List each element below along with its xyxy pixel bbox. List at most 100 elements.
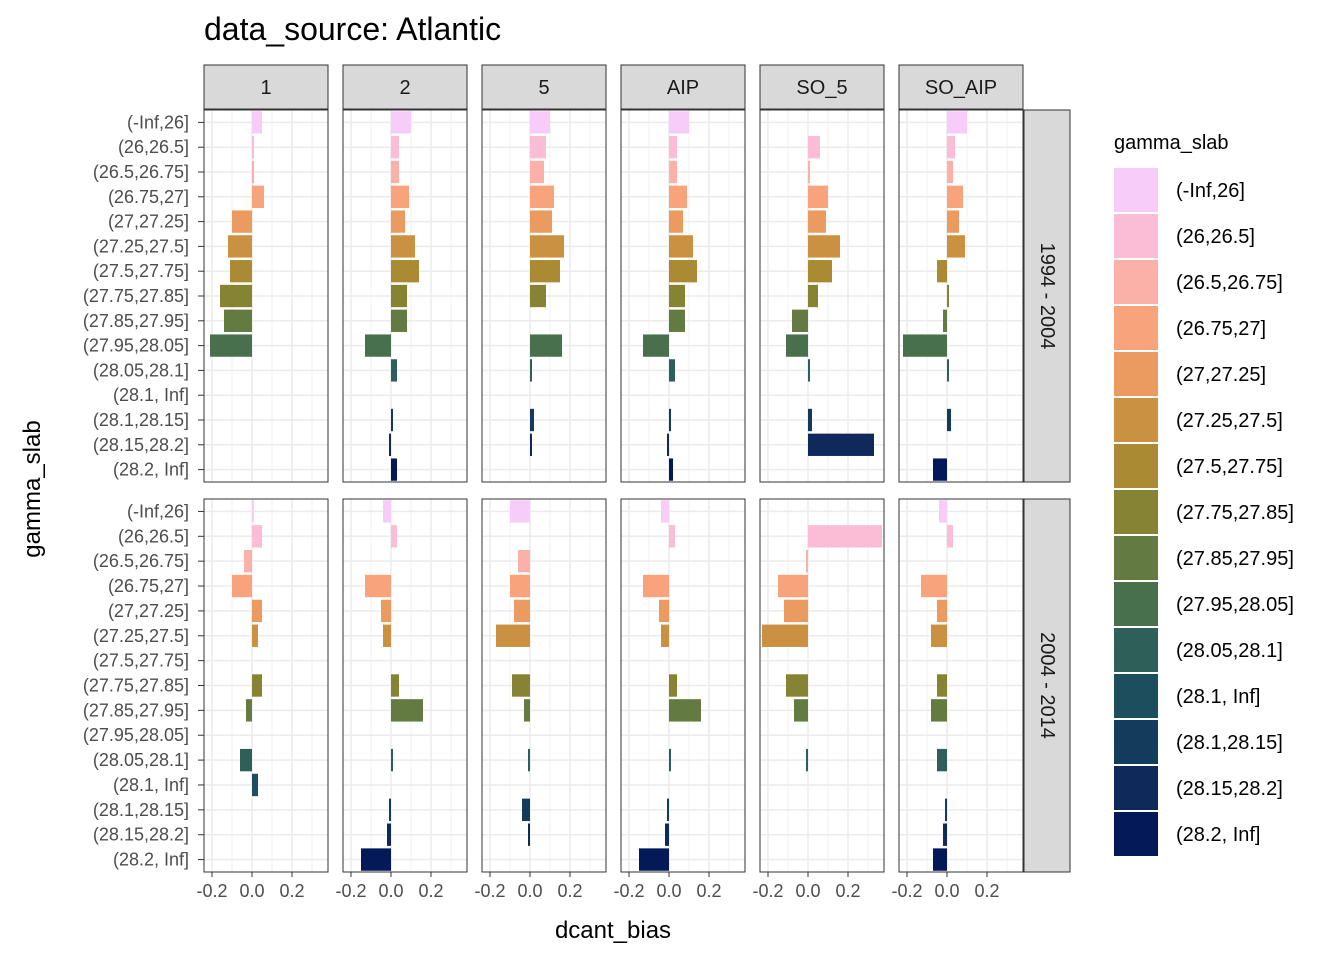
bar: [252, 773, 258, 797]
bar: [522, 798, 530, 822]
legend-key: [1114, 812, 1158, 856]
bar: [512, 674, 530, 697]
row-strip-label: 2004 - 2014: [1036, 632, 1058, 739]
bar: [244, 549, 252, 573]
bar: [947, 235, 965, 258]
bar: [252, 111, 262, 134]
bar: [806, 549, 808, 573]
bar: [669, 674, 677, 697]
legend-key: [1114, 260, 1158, 304]
legend-label: (26,26.5]: [1176, 226, 1255, 248]
bar: [252, 160, 254, 184]
bar: [937, 674, 947, 697]
bar: [232, 574, 252, 598]
bar: [530, 284, 546, 308]
bar: [391, 748, 393, 772]
x-tick-label: 0.2: [974, 881, 999, 901]
bar: [669, 748, 671, 772]
bar: [391, 458, 397, 481]
y-tick-label: (26.75,27]: [108, 576, 189, 596]
y-tick-label: (-Inf,26]: [127, 501, 189, 521]
x-tick-label: 0.2: [557, 881, 582, 901]
bar: [947, 284, 949, 308]
bar: [786, 334, 808, 357]
col-strip: [342, 64, 468, 110]
bar: [943, 309, 947, 332]
bar: [669, 284, 685, 308]
bar: [669, 408, 671, 432]
col-strip: [481, 64, 607, 110]
y-tick-label: (27.95,28.05]: [83, 725, 189, 745]
bar: [530, 235, 564, 258]
panel: -0.2 0.0 0.2: [474, 498, 607, 901]
x-tick-label: -0.2: [752, 881, 783, 901]
panel-border: [898, 109, 1024, 483]
bar: [669, 359, 675, 382]
col-strip-label: 1: [260, 77, 271, 99]
bar: [808, 525, 882, 548]
legend-label: (28.1, Inf]: [1176, 686, 1261, 708]
y-tick-label: (27.95,28.05]: [83, 336, 189, 356]
bar: [665, 823, 669, 846]
legend-key: [1114, 582, 1158, 626]
col-strip: [620, 64, 746, 110]
bar: [786, 674, 808, 697]
bar: [383, 624, 391, 647]
bar: [903, 334, 947, 357]
y-tick-label: (28.1, Inf]: [113, 385, 189, 405]
bar: [230, 260, 252, 283]
panel: -0.2 0.0 0.2: [196, 498, 329, 901]
legend-key: [1114, 628, 1158, 672]
bar: [220, 284, 252, 308]
y-tick-label: (26.5,26.75]: [93, 162, 189, 182]
y-tick-label: (28.05,28.1]: [93, 360, 189, 380]
bar: [939, 500, 947, 523]
panel-border: [342, 498, 468, 873]
bar: [808, 235, 840, 258]
bar: [808, 210, 826, 233]
legend-key: [1114, 352, 1158, 396]
x-tick-label: 0.0: [656, 881, 681, 901]
bar: [947, 359, 949, 382]
bar: [252, 525, 262, 548]
bar: [530, 408, 534, 432]
legend-label: (27.85,27.95]: [1176, 548, 1294, 570]
col-strip-label: 5: [538, 77, 549, 99]
y-tick-label: (27.5,27.75]: [93, 651, 189, 671]
bar: [808, 160, 810, 184]
panel-border: [620, 498, 746, 873]
x-tick-label: 0.2: [696, 881, 721, 901]
x-tick-label: -0.2: [474, 881, 505, 901]
bar: [945, 798, 947, 822]
y-tick-label: (-Inf,26]: [127, 112, 189, 132]
bar: [669, 260, 697, 283]
legend-key: [1114, 674, 1158, 718]
legend-label: (26.5,26.75]: [1176, 272, 1283, 294]
bar: [784, 599, 808, 623]
bar: [252, 624, 258, 647]
panel: [898, 109, 1024, 483]
bar: [659, 599, 669, 623]
legend-key: [1114, 766, 1158, 810]
bar: [808, 284, 818, 308]
bar: [391, 309, 407, 332]
bar: [794, 699, 808, 722]
y-tick-label: (27.25,27.5]: [93, 626, 189, 646]
panel-border: [759, 498, 885, 873]
bar: [518, 549, 530, 573]
y-tick-label: (26.75,27]: [108, 187, 189, 207]
legend-label: (27.75,27.85]: [1176, 502, 1294, 524]
legend-label: (28.05,28.1]: [1176, 640, 1283, 662]
bar: [669, 235, 693, 258]
bar: [530, 136, 546, 159]
bar: [232, 210, 252, 233]
bar: [228, 235, 252, 258]
bar: [210, 334, 252, 357]
bar: [937, 748, 947, 772]
panel-border: [481, 498, 607, 873]
y-tick-label: (28.15,28.2]: [93, 825, 189, 845]
bar: [361, 848, 391, 871]
bar: [246, 699, 252, 722]
legend: gamma_slab (-Inf,26] (26,26.5] (26.5,26.75…: [1114, 132, 1294, 856]
legend-key: [1114, 536, 1158, 580]
